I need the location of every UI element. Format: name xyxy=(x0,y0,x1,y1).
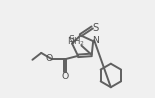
Text: S: S xyxy=(69,35,75,44)
Text: O: O xyxy=(46,54,53,63)
Text: N: N xyxy=(92,36,99,45)
Text: S: S xyxy=(92,23,98,33)
Text: O: O xyxy=(61,72,68,81)
Text: NH$_2$: NH$_2$ xyxy=(67,35,86,48)
